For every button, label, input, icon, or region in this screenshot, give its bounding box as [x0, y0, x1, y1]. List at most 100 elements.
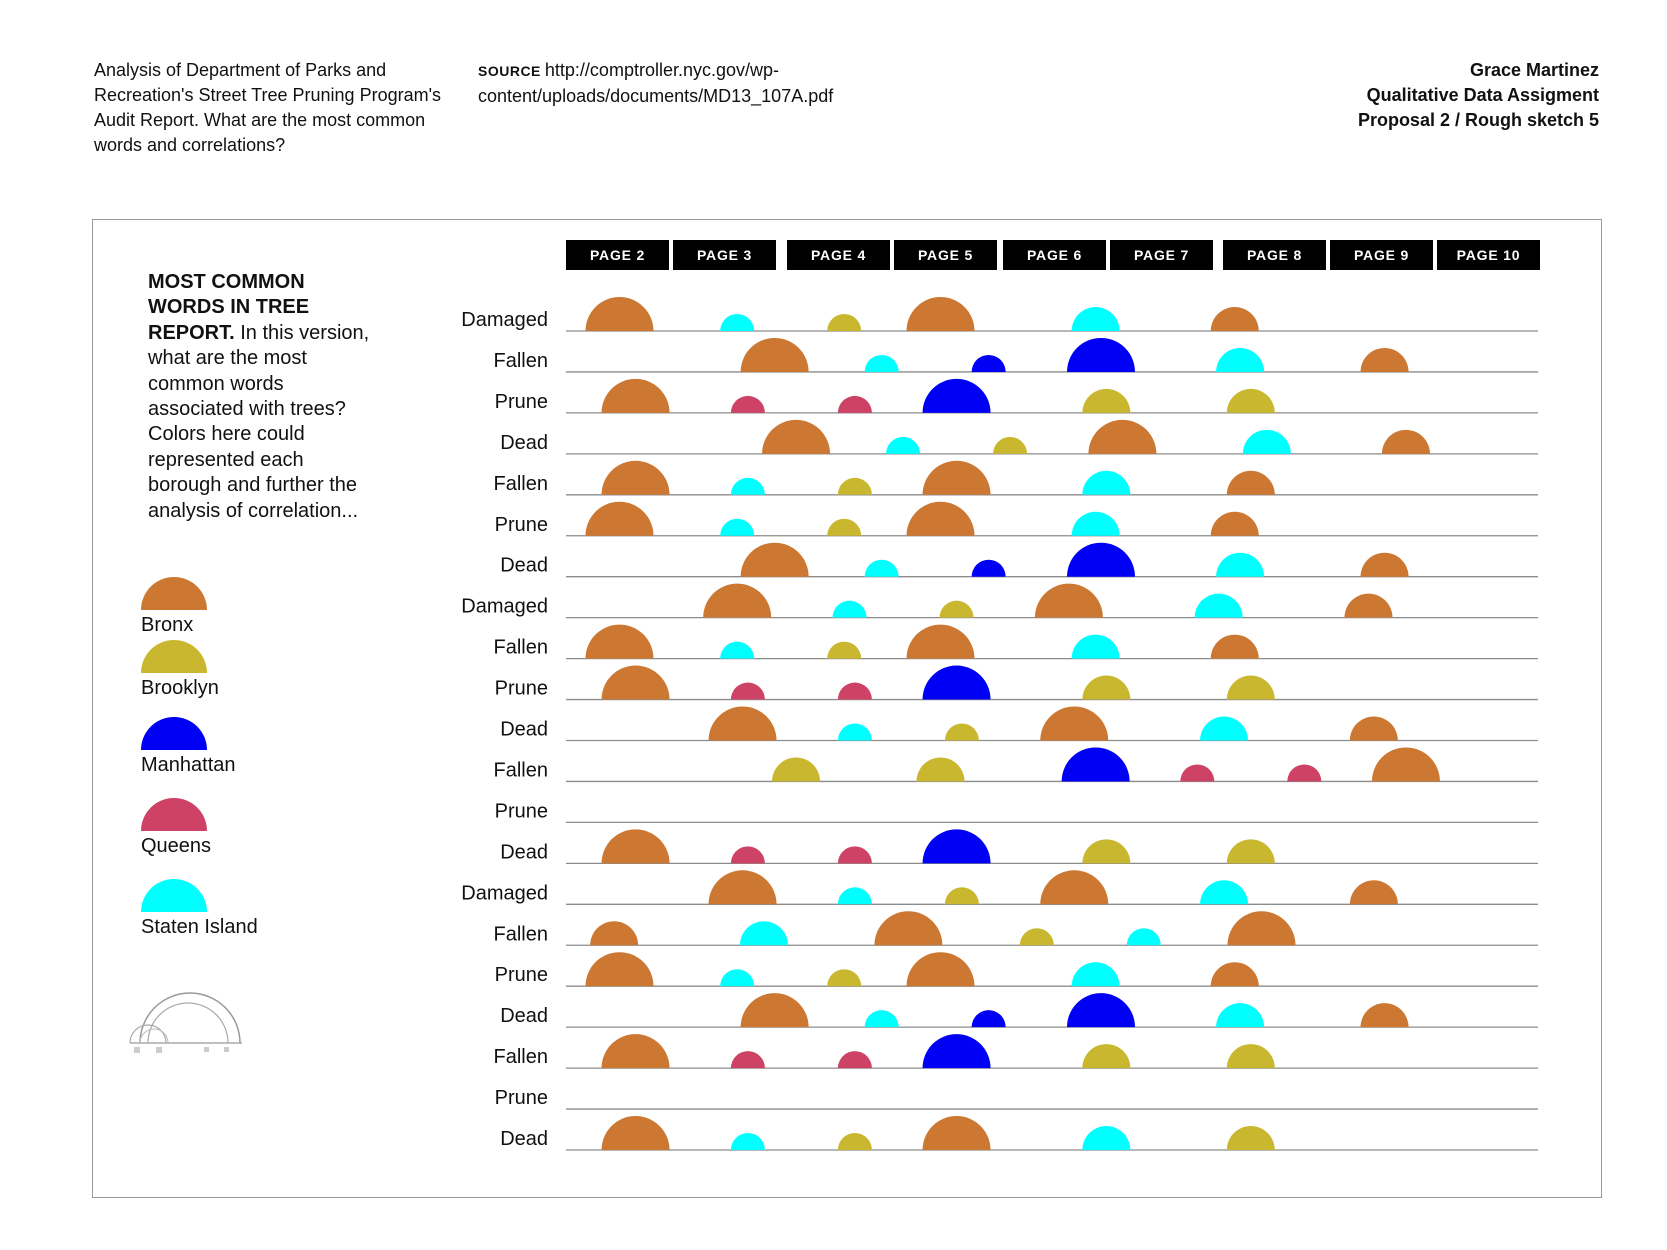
- legend-item-bronx: Bronx: [140, 577, 340, 647]
- row-label-dead: Dead: [500, 1128, 548, 1150]
- word-dome-brooklyn: [837, 477, 872, 495]
- word-dome-manhattan: [922, 378, 991, 413]
- page-header-label: PAGE 4: [811, 247, 866, 263]
- word-dome-bronx: [874, 911, 943, 946]
- word-dome-bronx: [585, 501, 654, 536]
- word-dome-bronx: [1349, 716, 1398, 741]
- word-dome-staten-island: [1082, 470, 1131, 495]
- legend-item-manhattan: Manhattan: [140, 717, 340, 787]
- word-dome-brooklyn: [939, 600, 974, 618]
- row-label-prune: Prune: [495, 514, 548, 536]
- word-dome-manhattan: [1061, 747, 1130, 782]
- word-dome-staten-island: [1216, 552, 1265, 577]
- word-dome-staten-island: [730, 477, 765, 495]
- word-dome-staten-island: [864, 354, 899, 372]
- legend-label-bronx: Bronx: [141, 614, 194, 636]
- word-dome-bronx: [906, 952, 975, 987]
- word-dome-brooklyn: [772, 757, 821, 782]
- word-dome-manhattan: [971, 1010, 1006, 1028]
- word-dome-brooklyn: [1019, 928, 1054, 946]
- word-dome-manhattan: [922, 829, 991, 864]
- word-dome-bronx: [1360, 552, 1409, 577]
- row-label-dead: Dead: [500, 555, 548, 577]
- word-dome-queens: [837, 1051, 872, 1069]
- page-header-label: PAGE 9: [1354, 247, 1409, 263]
- source-url[interactable]: http://comptroller.nyc.gov/wp-content/up…: [478, 60, 834, 106]
- word-dome-staten-island: [1071, 962, 1120, 987]
- page-header-10: [1437, 240, 1540, 270]
- word-dome-brooklyn: [1082, 675, 1131, 700]
- word-dome-bronx: [601, 665, 670, 700]
- word-dome-bronx: [585, 952, 654, 987]
- word-dome-brooklyn: [827, 314, 862, 331]
- word-dome-manhattan: [971, 559, 1006, 577]
- word-dome-staten-island: [720, 518, 755, 536]
- row-label-fallen: Fallen: [494, 473, 548, 495]
- word-dome-bronx: [922, 460, 991, 495]
- word-dome-bronx: [1040, 706, 1109, 741]
- word-dome-brooklyn: [1226, 388, 1275, 413]
- page-header-5: [894, 240, 997, 270]
- row-label-fallen: Fallen: [494, 637, 548, 659]
- word-dome-bronx: [740, 542, 809, 577]
- word-dome-staten-island: [1071, 307, 1120, 331]
- word-dome-bronx: [906, 624, 975, 659]
- word-dome-queens: [837, 846, 872, 864]
- word-dome-manhattan: [971, 354, 1006, 372]
- word-dome-staten-island: [864, 1010, 899, 1028]
- word-dome-bronx: [740, 337, 809, 372]
- legend-label-staten-island: Staten Island: [141, 916, 258, 938]
- page-header-9: [1330, 240, 1433, 270]
- word-dome-brooklyn: [827, 518, 862, 536]
- word-dome-staten-island: [886, 436, 921, 454]
- word-dome-bronx: [922, 1116, 991, 1150]
- row-label-fallen: Fallen: [494, 923, 548, 945]
- row-label-damaged: Damaged: [461, 882, 548, 904]
- word-dome-brooklyn: [1082, 388, 1131, 413]
- page-header-6: [1003, 240, 1106, 270]
- word-dome-bronx: [601, 829, 670, 864]
- word-dome-queens: [730, 1051, 765, 1069]
- word-dome-brooklyn: [1226, 675, 1275, 700]
- word-dome-bronx: [1371, 747, 1440, 782]
- word-dome-queens: [837, 395, 872, 413]
- word-dome-brooklyn: [1226, 1044, 1275, 1069]
- word-dome-bronx: [1360, 347, 1409, 372]
- word-dome-bronx: [1088, 419, 1157, 454]
- chart-frame: [92, 219, 1602, 1198]
- source-label: SOURCE: [478, 63, 541, 79]
- header-credits: Grace Martinez Qualitative Data Assigmen…: [1179, 58, 1599, 133]
- word-dome-manhattan: [922, 665, 991, 700]
- word-dome-staten-island: [720, 641, 755, 659]
- legend-item-queens: Queens: [140, 798, 340, 868]
- legend-label-brooklyn: Brooklyn: [141, 677, 219, 699]
- word-dome-bronx: [601, 1034, 670, 1069]
- row-label-prune: Prune: [495, 800, 548, 822]
- legend-label-manhattan: Manhattan: [141, 754, 236, 776]
- word-dome-bronx: [1226, 470, 1275, 495]
- word-dome-bronx: [906, 501, 975, 536]
- word-dome-staten-island: [837, 723, 872, 741]
- word-dome-bronx: [740, 993, 809, 1028]
- word-dome-bronx: [1381, 429, 1430, 454]
- row-label-fallen: Fallen: [494, 759, 548, 781]
- word-dome-bronx: [585, 297, 654, 331]
- page-header-label: PAGE 5: [918, 247, 973, 263]
- word-dome-bronx: [590, 921, 639, 946]
- row-label-dead: Dead: [500, 432, 548, 454]
- header-description: Analysis of Department of Parks and Recr…: [94, 60, 442, 155]
- word-dome-bronx: [762, 419, 831, 454]
- word-dome-staten-island: [720, 314, 755, 331]
- page-header-label: PAGE 3: [697, 247, 752, 263]
- page-header-3: [673, 240, 776, 270]
- intro-text: MOST COMMON WORDS IN TREE REPORT. In thi…: [148, 270, 378, 524]
- word-dome-staten-island: [1082, 1126, 1131, 1150]
- word-dome-brooklyn: [1082, 839, 1131, 864]
- word-dome-brooklyn: [944, 887, 979, 905]
- arc-sketch-thumbnail: [129, 992, 242, 1053]
- row-label-dead: Dead: [500, 841, 548, 863]
- word-dome-staten-island: [837, 887, 872, 905]
- word-dome-staten-island: [1216, 347, 1265, 372]
- word-dome-staten-island: [864, 559, 899, 577]
- word-dome-bronx: [1210, 511, 1259, 536]
